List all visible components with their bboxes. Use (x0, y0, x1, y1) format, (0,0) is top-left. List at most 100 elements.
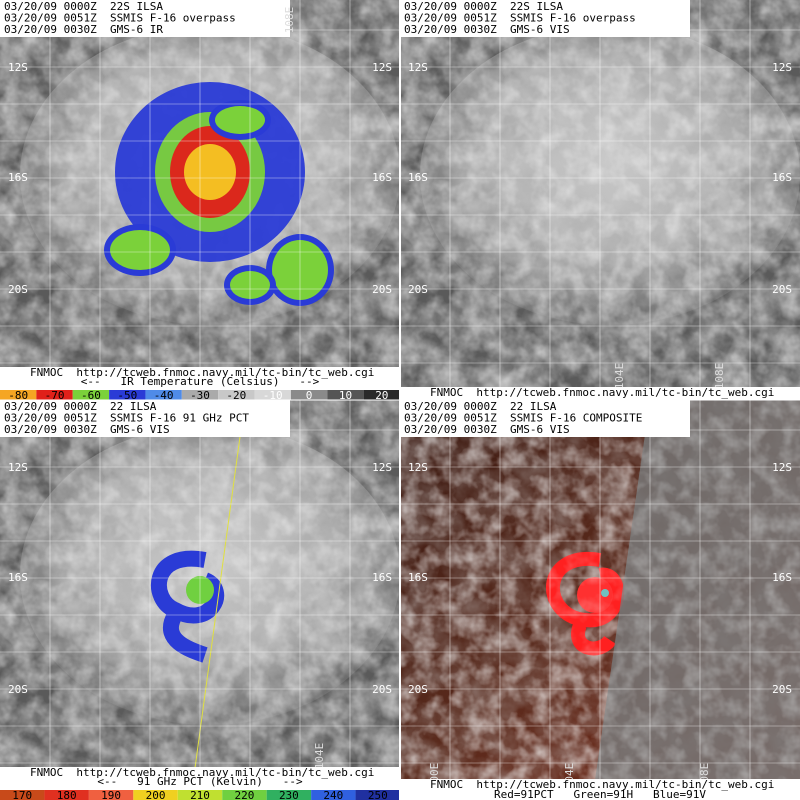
colorbar-swatch (36, 390, 73, 400)
colorbar-label: 170 (12, 789, 32, 800)
lat-label: 20S (772, 283, 792, 296)
colorbar-swatch (0, 390, 37, 400)
colorbar-swatch (290, 390, 328, 400)
header-box (400, 0, 690, 37)
header-line: 03/20/09 0051Z SSMIS F-16 91 GHz PCT (4, 412, 249, 425)
lat-label: 12S (772, 61, 792, 74)
colorbar-label: 250 (368, 789, 388, 800)
lon-label: 108E (283, 7, 296, 34)
footer: FNMOC http://tcweb.fnmoc.navy.mil/tc-bin… (30, 766, 374, 779)
header-line: 03/20/09 0000Z 22 ILSA (4, 400, 157, 413)
colorbar-swatch (72, 390, 110, 400)
colorbar-swatch (88, 790, 134, 800)
header-line: 03/20/09 0000Z 22S ILSA (404, 0, 563, 13)
header-line: 03/20/09 0051Z SSMIS F-16 overpass (4, 12, 236, 25)
colorbar-label: 210 (190, 789, 210, 800)
colorbar-swatch (145, 390, 182, 400)
colorbar-label: -80 (8, 389, 28, 402)
colorbar-label: -30 (190, 389, 210, 402)
ir-cloud-top (184, 144, 236, 200)
colorbar-label: -20 (226, 389, 246, 402)
colorbar-swatch (44, 790, 89, 800)
colorbar-label: 240 (323, 789, 343, 800)
header-line: 03/20/09 0051Z SSMIS F-16 COMPOSITE (404, 412, 642, 425)
imagery (400, 0, 800, 388)
colorbar-label: 10 (339, 389, 352, 402)
lon-label: 104E (313, 743, 326, 770)
colorbar-caption: <-- IR Temperature (Celsius) --> (81, 375, 320, 388)
imagery (400, 400, 800, 788)
ir-band (110, 230, 170, 270)
lat-label: 20S (372, 683, 392, 696)
lat-label: 20S (408, 683, 428, 696)
footer-box (400, 779, 800, 800)
header-line: 03/20/09 0000Z 22 ILSA (404, 400, 557, 413)
lat-label: 12S (8, 461, 28, 474)
colorbar-label: 0 (306, 389, 313, 402)
header-line: 03/20/09 0030Z GMS-6 VIS (404, 23, 570, 36)
colorbar-label: -50 (117, 389, 137, 402)
lat-label: 12S (372, 61, 392, 74)
colorbar-label: 180 (57, 789, 77, 800)
header-line: 03/20/09 0030Z GMS-6 VIS (4, 423, 170, 436)
lat-label: 16S (772, 571, 792, 584)
swath-edge (194, 399, 246, 769)
header-box (0, 0, 290, 37)
lon-label: 108E (713, 363, 726, 390)
header-line: 03/20/09 0030Z GMS-6 IR (4, 23, 163, 36)
colorbar-label: -10 (263, 389, 283, 402)
colorbar-caption: <-- 91 GHz PCT (Kelvin) --> (97, 775, 303, 788)
header-box (0, 400, 290, 437)
lat-label: 20S (408, 283, 428, 296)
colorbar-swatch (133, 790, 178, 800)
colorbar-swatch (177, 790, 223, 800)
header-box (400, 400, 690, 437)
colorbar-swatch (0, 790, 45, 800)
lat-label: 12S (408, 61, 428, 74)
colorbar-label: -60 (81, 389, 101, 402)
lat-label: 20S (8, 283, 28, 296)
lat-label: 20S (372, 283, 392, 296)
lat-label: 20S (8, 683, 28, 696)
colorbar-swatch (311, 790, 356, 800)
colorbar-label: -40 (154, 389, 174, 402)
colorbar-swatch (218, 390, 255, 400)
footer: FNMOC http://tcweb.fnmoc.navy.mil/tc-bin… (30, 366, 374, 379)
caption: Red=91PCT Green=91H Blue=91V (494, 788, 706, 800)
colorbar-label: 190 (101, 789, 121, 800)
lat-label: 16S (408, 171, 428, 184)
colorbar-swatch (181, 390, 219, 400)
colorbar-label: 20 (375, 389, 388, 402)
lat-label: 16S (372, 571, 392, 584)
footer: FNMOC http://tcweb.fnmoc.navy.mil/tc-bin… (430, 386, 774, 399)
ir-band (215, 106, 265, 134)
footer-box (400, 387, 800, 400)
imagery (0, 0, 400, 368)
lon-label: 104E (613, 363, 626, 390)
lat-label: 16S (372, 171, 392, 184)
lat-label: 12S (8, 61, 28, 74)
pct-band (150, 550, 225, 663)
colorbar-label: 230 (279, 789, 299, 800)
header-line: 03/20/09 0051Z SSMIS F-16 overpass (404, 12, 636, 25)
colorbar-swatch (222, 790, 267, 800)
colorbar-swatch (266, 790, 312, 800)
lat-label: 16S (772, 171, 792, 184)
lat-label: 12S (372, 461, 392, 474)
colorbar-label: 220 (235, 789, 255, 800)
colorbar-swatch (355, 790, 400, 800)
footer: FNMOC http://tcweb.fnmoc.navy.mil/tc-bin… (430, 778, 774, 791)
colorbar-swatch (254, 390, 291, 400)
colorbar-label: 200 (146, 789, 166, 800)
lat-label: 12S (772, 461, 792, 474)
lat-label: 16S (8, 171, 28, 184)
imagery (0, 399, 400, 769)
lat-label: 16S (408, 571, 428, 584)
lat-label: 12S (408, 461, 428, 474)
colorbar-swatch (363, 390, 400, 400)
